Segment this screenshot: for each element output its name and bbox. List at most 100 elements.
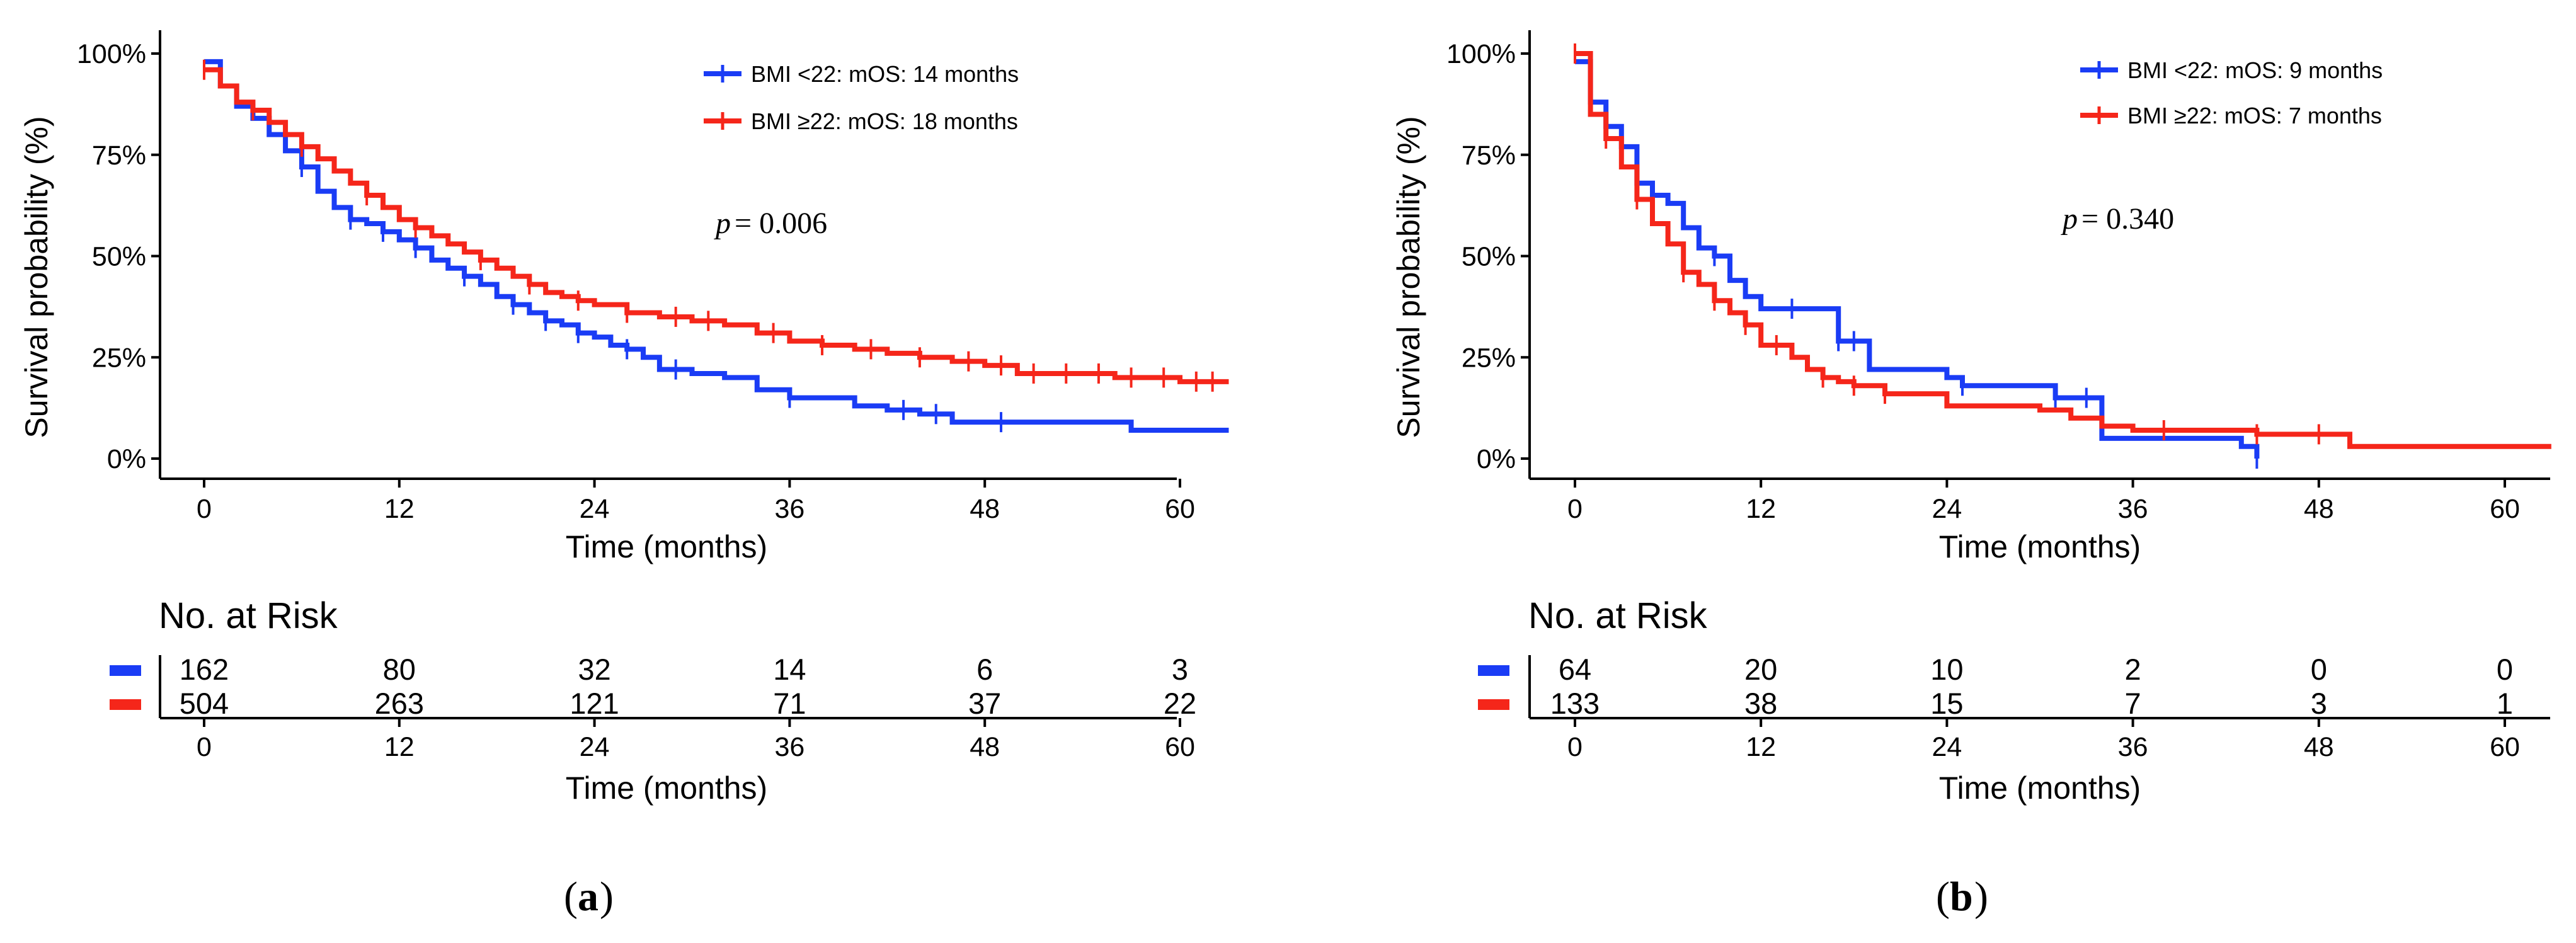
km-curve-bmi-low — [1575, 59, 2260, 459]
km-curve-bmi-high — [204, 67, 1229, 384]
y-tick-label: 25% — [92, 343, 146, 373]
x-tick-label: 12 — [384, 494, 415, 524]
risk-x-tick-label: 60 — [1165, 732, 1195, 762]
panel-a: 0%25%50%75%100%0 12 24 36 48 60 Survival prob… — [19, 30, 1229, 920]
x-tick-label: 60 — [1165, 494, 1195, 524]
y-axis-label-b: Survival probability (%) — [1391, 116, 1426, 438]
p-value-b: p = 0.340 — [2061, 202, 2174, 236]
risk-count-low: 2 — [2125, 653, 2141, 686]
risk-count-high: 37 — [968, 687, 1001, 720]
risk-x-tick-label: 36 — [774, 732, 804, 762]
risk-count-high: 15 — [1930, 687, 1963, 720]
y-axis-label-a: Survival probability (%) — [19, 116, 54, 438]
risk-swatch-high-a — [110, 699, 141, 710]
panel-label-b: ( b ) — [1936, 874, 1988, 920]
p-symbol-a: p — [714, 207, 731, 240]
km-curve-bmi-high — [1575, 51, 2551, 449]
y-tick-label: 100% — [1446, 39, 1516, 69]
risk-x-axis-label-b: Time (months) — [1939, 770, 2141, 806]
risk-x-axis-label-a: Time (months) — [566, 770, 767, 806]
legend-a: BMI <22: mOS: 14 months BMI ≥22: mOS: 18… — [704, 61, 1019, 134]
risk-x-tick-label: 0 — [197, 732, 212, 762]
risk-count-low: 0 — [2311, 653, 2327, 686]
x-tick-label: 48 — [2304, 494, 2334, 524]
risk-count-high: 133 — [1550, 687, 1600, 720]
legend-label-high-a: BMI ≥22: mOS: 18 months — [751, 108, 1018, 134]
risk-table-b: No. at Risk 6413302038121015242736034801… — [1478, 595, 2550, 806]
risk-x-tick-label: 0 — [1567, 732, 1583, 762]
y-tick-label: 50% — [1462, 242, 1516, 272]
x-tick-label: 60 — [2490, 494, 2520, 524]
legend-label-low-b: BMI <22: mOS: 9 months — [2127, 57, 2383, 83]
svg-text:(: ( — [564, 874, 578, 920]
svg-text:(: ( — [1936, 874, 1950, 920]
risk-x-tick-label: 24 — [580, 732, 610, 762]
risk-table-a: No. at Risk 1625040802631232121241471366… — [110, 595, 1196, 806]
y-tick-label: 75% — [92, 140, 146, 171]
y-tick-label: 0% — [107, 444, 146, 474]
risk-count-high: 1 — [2497, 687, 2513, 720]
x-tick-label: 12 — [1746, 494, 1776, 524]
risk-count-low: 3 — [1172, 653, 1188, 686]
risk-swatch-low-b — [1478, 665, 1509, 676]
x-axis-label-a: Time (months) — [566, 529, 767, 564]
risk-x-tick-label: 60 — [2490, 732, 2520, 762]
risk-count-high: 7 — [2125, 687, 2141, 720]
km-plot-a: 0% 25% 50% 75% 100% 0 12 24 36 48 60 — [77, 30, 1229, 524]
x-tick-label: 48 — [970, 494, 1000, 524]
p-value-text-b: = 0.340 — [2081, 202, 2174, 236]
x-tick-label: 36 — [2118, 494, 2148, 524]
risk-count-low: 162 — [180, 653, 229, 686]
x-tick-label: 0 — [1567, 494, 1583, 524]
y-tick-label: 100% — [77, 39, 146, 69]
svg-text:): ) — [1974, 874, 1988, 920]
risk-x-tick-label: 24 — [1932, 732, 1962, 762]
x-tick-label: 0 — [197, 494, 212, 524]
risk-count-low: 32 — [578, 653, 610, 686]
y-tick-label: 50% — [92, 242, 146, 272]
risk-count-high: 71 — [773, 687, 806, 720]
risk-count-high: 504 — [180, 687, 229, 720]
risk-x-tick-label: 12 — [384, 732, 415, 762]
risk-count-low: 10 — [1930, 653, 1963, 686]
x-axis-label-b: Time (months) — [1939, 529, 2141, 564]
legend-label-high-b: BMI ≥22: mOS: 7 months — [2127, 103, 2382, 129]
p-symbol-b: p — [2061, 202, 2078, 236]
risk-count-high: 121 — [570, 687, 619, 720]
risk-title-a: No. at Risk — [159, 595, 338, 636]
legend-label-low-a: BMI <22: mOS: 14 months — [751, 61, 1019, 87]
risk-swatch-high-b — [1478, 699, 1509, 710]
risk-x-tick-label: 48 — [2304, 732, 2334, 762]
risk-count-low: 64 — [1559, 653, 1591, 686]
risk-title-b: No. at Risk — [1528, 595, 1708, 636]
x-tick-label: 24 — [580, 494, 610, 524]
panel-letter-b: b — [1950, 874, 1973, 920]
risk-swatch-low-a — [110, 665, 141, 676]
risk-count-high: 22 — [1164, 687, 1196, 720]
y-tick-label: 0% — [1477, 444, 1516, 474]
panel-label-a: ( a ) — [564, 874, 614, 920]
x-tick-label: 36 — [774, 494, 804, 524]
km-plot-b: 0% 25% 50% 75% 100% 0 12 24 36 48 60 — [1446, 30, 2551, 524]
risk-count-high: 263 — [375, 687, 424, 720]
risk-x-tick-label: 48 — [970, 732, 1000, 762]
risk-count-low: 0 — [2497, 653, 2513, 686]
x-tick-label: 24 — [1932, 494, 1962, 524]
risk-count-low: 20 — [1744, 653, 1777, 686]
p-value-a: p = 0.006 — [714, 207, 827, 240]
risk-count-high: 3 — [2311, 687, 2327, 720]
panel-letter-a: a — [578, 874, 598, 920]
panel-b: 0%25%50%75%100%0 12 24 36 48 60 Survival prob… — [1391, 30, 2551, 920]
y-tick-label: 25% — [1462, 343, 1516, 373]
risk-count-low: 14 — [773, 653, 806, 686]
p-value-text-a: = 0.006 — [735, 207, 827, 240]
y-tick-label: 75% — [1462, 140, 1516, 171]
risk-count-low: 6 — [976, 653, 993, 686]
km-curve-bmi-low — [204, 59, 1229, 433]
legend-b: BMI <22: mOS: 9 months BMI ≥22: mOS: 7 m… — [2080, 57, 2383, 129]
risk-count-high: 38 — [1744, 687, 1777, 720]
risk-count-low: 80 — [383, 653, 416, 686]
svg-text:): ) — [600, 874, 614, 920]
risk-x-tick-label: 36 — [2118, 732, 2148, 762]
